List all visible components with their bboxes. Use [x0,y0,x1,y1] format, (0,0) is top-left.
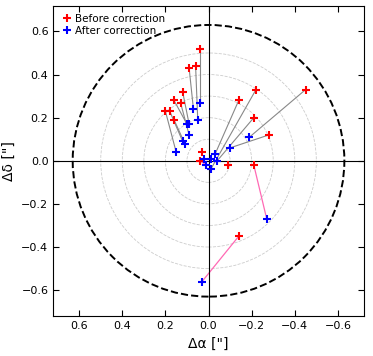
After correction [181,139,185,143]
X-axis label: Δα ["]: Δα ["] [188,336,229,350]
Before correction [236,98,241,103]
Before correction [193,64,198,68]
Before correction [200,150,204,154]
After correction [191,107,196,111]
Before correction [163,109,167,113]
Before correction [236,234,241,239]
After correction [213,152,217,156]
Before correction [251,116,256,120]
Before correction [303,88,308,92]
Before correction [267,133,271,137]
After correction [202,157,207,161]
After correction [185,122,189,126]
After correction [187,122,191,126]
Before correction [198,47,202,51]
Before correction [198,159,202,163]
Before correction [172,118,176,122]
After correction [247,135,252,139]
Before correction [181,90,185,94]
Before correction [254,88,258,92]
After correction [215,159,219,163]
After correction [204,163,209,167]
Before correction [178,100,183,105]
Before correction [167,109,172,113]
After correction [200,279,204,284]
Line: Before correction: Before correction [161,44,310,240]
After correction [182,141,187,146]
After correction [209,167,213,172]
After correction [209,157,213,161]
Before correction [172,98,176,103]
Before correction [226,163,230,167]
After correction [264,217,269,221]
Before correction [251,163,256,167]
After correction [228,146,232,150]
Line: After correction: After correction [172,98,271,286]
Y-axis label: Δδ ["]: Δδ ["] [2,141,16,181]
Legend: Before correction, After correction: Before correction, After correction [59,11,169,39]
After correction [187,133,191,137]
Before correction [187,66,191,70]
After correction [195,118,200,122]
After correction [198,100,202,105]
After correction [174,150,178,154]
